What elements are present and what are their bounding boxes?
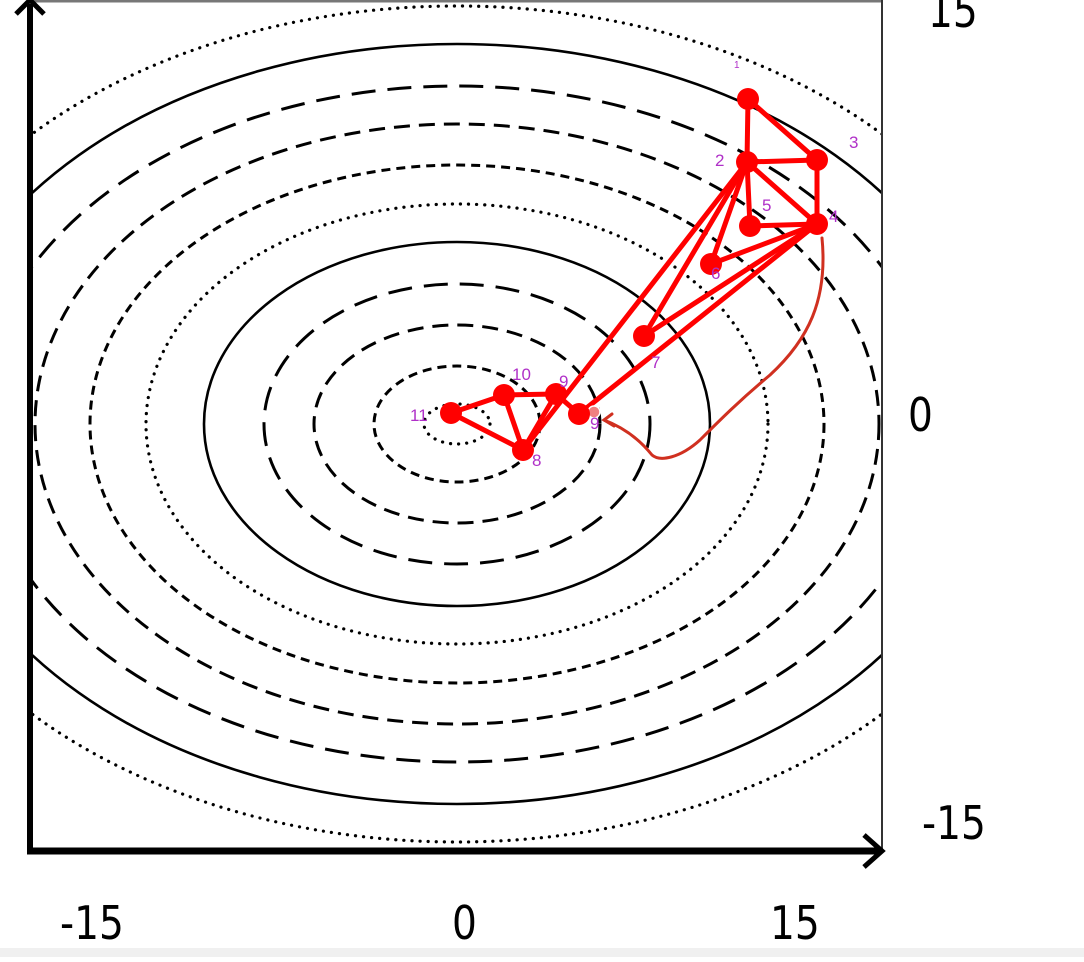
curved-arrow-path xyxy=(602,236,825,460)
point-10 xyxy=(493,384,515,406)
contour-medium-dash-2 xyxy=(312,323,602,525)
y-axis-arrow-icon xyxy=(14,0,46,16)
point-label-10: 10 xyxy=(512,365,531,384)
point-2 xyxy=(736,151,758,173)
point-label-3: 3 xyxy=(849,133,858,152)
bottom-strip xyxy=(0,948,1084,957)
x-tick-label-zero: 0 xyxy=(452,896,477,950)
point-label-11: 11 xyxy=(410,406,428,425)
point-1 xyxy=(737,88,759,110)
point-5 xyxy=(739,215,761,237)
contour-lines xyxy=(33,4,882,844)
plot-area xyxy=(30,0,883,851)
point-label-4: 4 xyxy=(829,207,838,226)
y-tick-label-zero: 0 xyxy=(908,388,933,442)
point-3 xyxy=(806,149,828,171)
contour-dotted-5 xyxy=(144,202,770,646)
contour-long-dash-3 xyxy=(262,282,652,566)
point-9 xyxy=(568,403,590,425)
curved-arrow-annotation xyxy=(587,236,825,460)
arrow-head-icon xyxy=(601,412,616,428)
trajectory-edge xyxy=(576,221,820,417)
point-4 xyxy=(806,213,828,235)
contour-solid-9 xyxy=(33,42,882,806)
trajectory-edge xyxy=(745,96,820,163)
point-label-8: 8 xyxy=(532,451,541,470)
point-8 xyxy=(512,439,534,461)
trajectory-edge xyxy=(708,159,750,267)
point-label-2: 2 xyxy=(715,151,724,170)
point-labels: 1 2 3 4 5 6 7 8 9 10 11 9 xyxy=(410,60,858,470)
trajectory-edge xyxy=(448,410,526,453)
contour-solid-4 xyxy=(202,240,712,608)
point-label-1: 1 xyxy=(734,60,740,71)
trajectory-edge xyxy=(708,221,820,267)
contour-dotted-0 xyxy=(422,402,492,446)
point-label-9: 9 xyxy=(590,414,599,433)
trajectory-edge xyxy=(744,157,820,165)
x-tick-label-max: 15 xyxy=(770,896,820,950)
point-6 xyxy=(700,253,722,275)
trajectory-edge xyxy=(641,221,820,339)
y-tick-label-min: -15 xyxy=(922,796,986,850)
contour-short-dash-6 xyxy=(88,163,826,685)
point-11 xyxy=(440,402,462,424)
point-label-7: 7 xyxy=(651,353,660,372)
x-tick-label-min: -15 xyxy=(60,896,124,950)
point-label-5: 5 xyxy=(762,196,771,215)
trajectory-points xyxy=(440,88,828,461)
trajectory-edge xyxy=(744,159,820,227)
y-tick-label-max: 15 xyxy=(928,0,978,38)
point-9 xyxy=(545,383,567,405)
trajectory-edge xyxy=(641,159,750,339)
point-label-9: 9 xyxy=(559,372,568,391)
contour-medium-dash-7 xyxy=(33,122,881,726)
x-axis-arrow-icon xyxy=(862,833,886,869)
point-7 xyxy=(633,325,655,347)
trajectory-edge xyxy=(747,221,820,229)
point-label-6: 6 xyxy=(711,264,720,283)
